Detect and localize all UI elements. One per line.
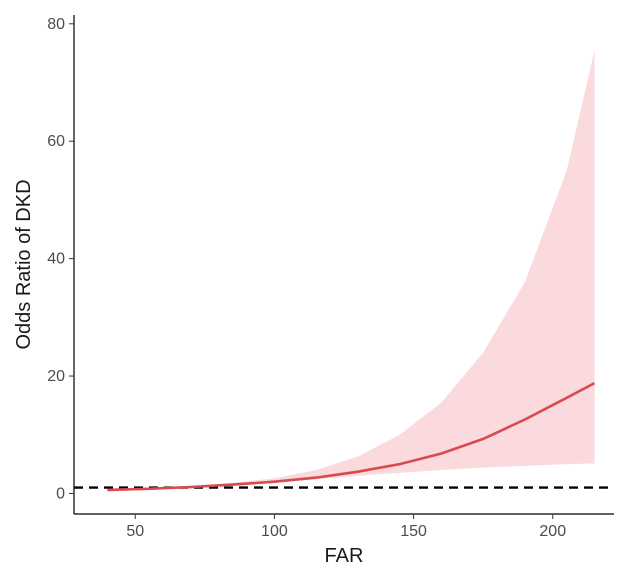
y-tick-label: 20 bbox=[47, 368, 65, 385]
x-tick-label: 50 bbox=[126, 523, 144, 540]
x-axis-title: FAR bbox=[325, 545, 364, 567]
axes bbox=[73, 15, 614, 515]
x-tick-label: 150 bbox=[400, 523, 427, 540]
plot-area bbox=[74, 50, 614, 492]
y-tick-label: 0 bbox=[56, 485, 65, 502]
x-tick-label: 200 bbox=[539, 523, 566, 540]
y-axis-title: Odds Ratio of DKD bbox=[13, 179, 35, 349]
y-tick-label: 40 bbox=[47, 251, 65, 268]
confidence-band bbox=[107, 50, 595, 492]
y-tick-label: 60 bbox=[47, 133, 65, 150]
tick-layer: 50 100 150 200 0 20 40 60 80 bbox=[47, 16, 566, 540]
x-tick-label: 100 bbox=[261, 523, 288, 540]
y-tick-label: 80 bbox=[47, 16, 65, 33]
odds-ratio-line bbox=[107, 381, 596, 492]
